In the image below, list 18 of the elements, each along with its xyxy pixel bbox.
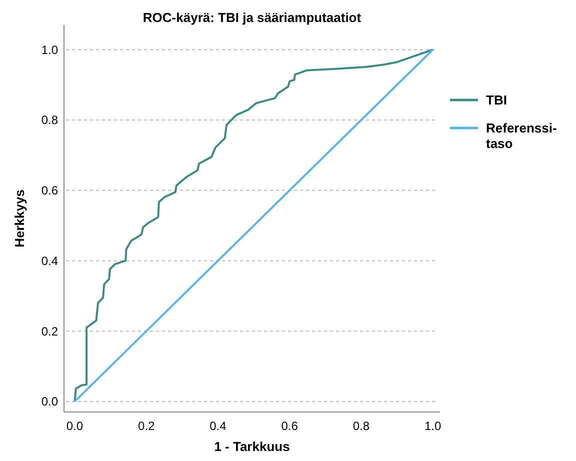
legend-label: Referenssi-taso — [486, 120, 557, 152]
x-axis-title: 1 - Tarkkuus — [214, 439, 290, 454]
y-tick-label: 0.0 — [41, 394, 58, 409]
y-tick-label: 0.2 — [41, 324, 58, 338]
x-tick-label: 0.2 — [138, 419, 156, 433]
legend-label: TBI — [486, 92, 507, 108]
y-tick-label: 0.4 — [41, 254, 58, 268]
y-tick-label: 0.6 — [41, 184, 58, 198]
y-tick-label: 1.0 — [41, 42, 58, 57]
y-axis-title: Herkkyys — [12, 190, 27, 248]
x-tick-label: 0.6 — [281, 419, 298, 433]
x-tick-label: 0.0 — [66, 419, 84, 433]
x-tick-label: 0.4 — [210, 419, 227, 433]
line-series — [74, 48, 434, 402]
x-tick-label: 0.8 — [352, 419, 370, 433]
x-tick-label: 1.0 — [424, 419, 442, 433]
chart-title: ROC-käyrä: TBI ja sääriamputaatiot — [142, 10, 362, 25]
y-tick-label: 0.8 — [41, 113, 58, 128]
